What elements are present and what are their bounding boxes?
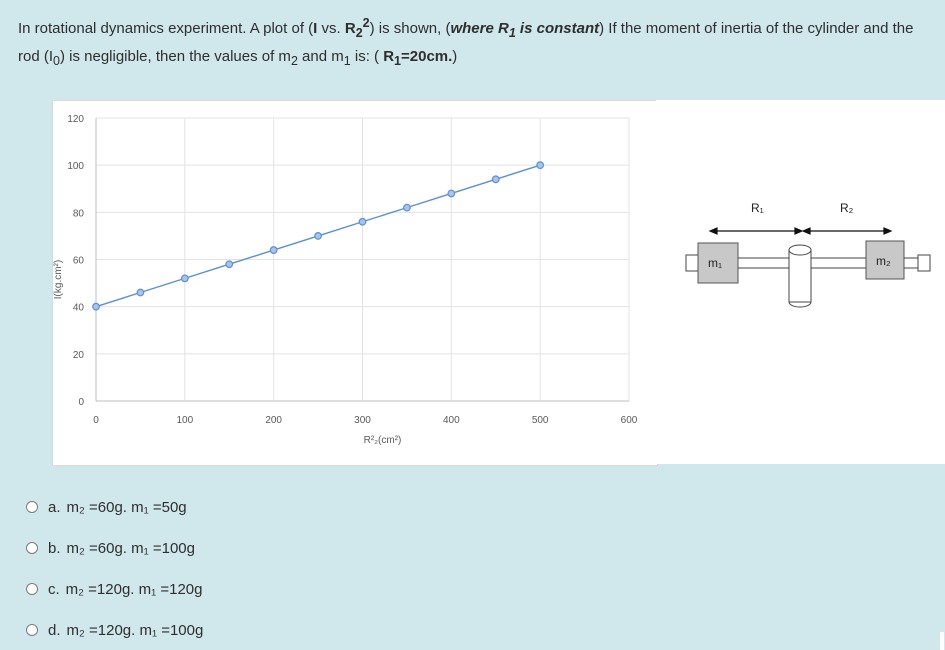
cylinder [788,244,812,308]
y-tick-label: 20 [73,350,85,361]
question-text: In rotational dynamics experiment. A plo… [18,16,914,68]
mass-m2: m₂ [865,240,905,280]
x-tick-label: 400 [443,415,460,426]
data-point [491,175,500,184]
data-point [136,288,145,297]
data-point [92,302,100,311]
option-letter: a. [48,498,61,516]
data-point [269,246,278,254]
option-b[interactable]: b. m₂ =60g. m₁ =100g [26,536,346,560]
mass-m1: m₁ [697,242,739,284]
option-d[interactable]: d. m₂ =120g. m₁ =100g [26,618,346,642]
option-letter: d. [48,621,61,639]
radio-a[interactable] [26,501,38,513]
data-point [180,274,189,283]
r2-arrow [801,227,893,235]
option-letter: c. [48,580,60,598]
y-tick-label: 120 [67,114,84,125]
option-text: m₂ =120g. m₁ =100g [66,621,204,639]
data-point [358,217,367,226]
data-point [403,203,411,212]
x-tick-label: 600 [621,415,638,426]
option-letter: b. [48,539,61,557]
x-axis-title: R²₂(cm²) [364,435,402,446]
y-axis-title: I(kg.cm²) [53,260,64,299]
x-tick-label: 300 [354,415,371,426]
data-point [447,189,456,198]
data-point [225,260,234,269]
r2-label: R₂ [840,201,854,215]
r1-label: R₁ [751,201,764,215]
data-point [536,161,545,170]
edge-divider [940,632,944,650]
m1-label: m₁ [708,256,722,270]
y-tick-label: 80 [73,208,85,219]
x-tick-label: 500 [532,415,549,426]
option-text: m₂ =60g. m₁ =50g [66,498,187,516]
y-tick-label: 100 [67,161,84,172]
chart-panel: 0 20 40 60 80 100 120 0 100 200 300 400 500 600 R²₂(cm… [52,100,658,466]
y-tick-label: 0 [78,397,84,408]
apparatus-diagram: R₁ R₂ m₁ m₂ [685,201,931,308]
x-tick-label: 0 [93,415,99,426]
radio-b[interactable] [26,542,38,554]
data-point [314,232,322,240]
x-tick-label: 100 [176,415,193,426]
option-text: m₂ =120g. m₁ =120g [65,580,203,598]
option-c[interactable]: c. m₂ =120g. m₁ =120g [26,577,346,601]
radio-d[interactable] [26,624,38,636]
y-tick-label: 40 [73,303,85,314]
radio-c[interactable] [26,583,38,595]
inertia-chart: 0 20 40 60 80 100 120 0 100 200 300 400 500 600 R²₂(cm… [53,114,638,446]
apparatus-diagram-panel: R₁ R₂ m₁ m₂ [656,100,945,464]
option-text: m₂ =60g. m₁ =100g [66,539,195,557]
m2-label: m₂ [876,254,891,268]
option-a[interactable]: a. m₂ =60g. m₁ =50g [26,495,346,519]
y-tick-label: 60 [73,256,85,267]
x-tick-label: 200 [265,415,282,426]
r1-arrow [708,227,804,235]
